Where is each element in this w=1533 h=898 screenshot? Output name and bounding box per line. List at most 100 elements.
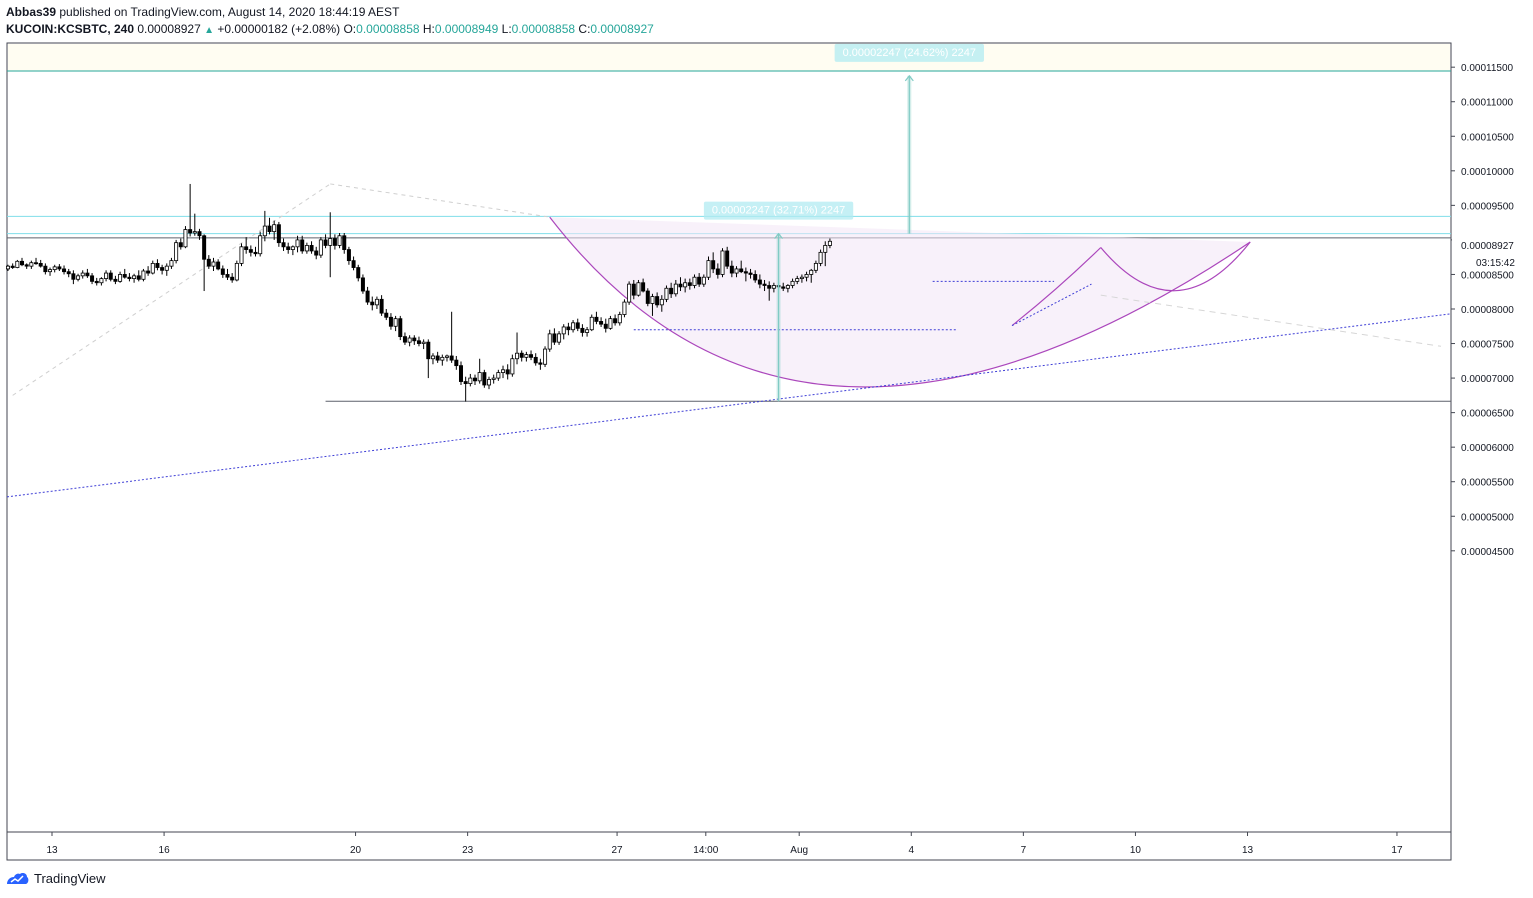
- candle: [262, 210, 267, 242]
- candle-body: [267, 225, 272, 233]
- candle: [164, 263, 169, 276]
- candle: [220, 265, 225, 278]
- candle-body: [603, 323, 608, 329]
- candle: [529, 350, 534, 361]
- candle: [594, 311, 599, 325]
- candle: [398, 315, 403, 341]
- candle-body: [725, 250, 730, 267]
- candle: [458, 361, 463, 385]
- candle: [650, 293, 655, 316]
- candle: [281, 238, 286, 251]
- tradingview-footer[interactable]: TradingView: [6, 871, 106, 886]
- candle: [501, 365, 506, 379]
- candle-body: [566, 326, 571, 331]
- candle: [48, 267, 53, 276]
- candle: [356, 264, 361, 282]
- candle: [585, 326, 590, 337]
- candle-body: [197, 231, 202, 237]
- candle: [697, 273, 702, 287]
- candle-body: [374, 298, 379, 306]
- handle-curve: [1100, 241, 1251, 292]
- y-tick-label: 0.00004500: [1461, 547, 1514, 558]
- candle: [66, 268, 71, 278]
- candle: [239, 243, 244, 267]
- candle-body: [342, 235, 347, 250]
- candle: [823, 241, 828, 267]
- candle-body: [290, 246, 295, 250]
- candle: [804, 271, 809, 282]
- candle-body: [398, 318, 403, 338]
- candle-body: [795, 278, 800, 282]
- symbol-label[interactable]: KUCOIN:KCSBTC, 240: [6, 22, 135, 36]
- candle: [43, 263, 48, 275]
- y-tick-label: 0.00010500: [1461, 132, 1514, 143]
- candle-body: [692, 276, 697, 286]
- candle: [711, 252, 716, 274]
- candle-body: [636, 282, 641, 296]
- candle: [617, 311, 622, 326]
- price-range-measure[interactable]: 0.00002247 (32.71%) 2247: [703, 201, 854, 402]
- candle: [589, 314, 594, 332]
- candle-body: [496, 372, 501, 379]
- candle-body: [118, 274, 123, 282]
- candle-body: [589, 316, 594, 331]
- candle-body: [62, 268, 67, 273]
- candle: [76, 273, 81, 282]
- x-tick-label: 4: [908, 845, 914, 856]
- candle: [360, 274, 365, 294]
- candle-body: [739, 268, 744, 273]
- y-tick-label: 0.00008000: [1461, 305, 1514, 316]
- candle: [328, 212, 333, 278]
- candle-body: [683, 282, 688, 288]
- measure-arrow-head: [774, 232, 784, 240]
- candle-body: [122, 274, 127, 278]
- y-tick-label: 0.00006500: [1461, 409, 1514, 420]
- candle-body: [655, 296, 660, 306]
- candle: [346, 246, 351, 265]
- measure-arrow-head: [904, 74, 914, 82]
- candle: [132, 273, 137, 283]
- bar-countdown: 03:15:42: [1476, 258, 1515, 269]
- candle: [809, 268, 814, 283]
- candle-body: [627, 283, 632, 303]
- candle: [552, 328, 557, 345]
- candle-body: [529, 354, 534, 358]
- candle: [244, 237, 249, 254]
- candle-body: [15, 260, 20, 268]
- candle: [692, 274, 697, 289]
- price-range-measure[interactable]: 0.00002247 (24.62%) 2247: [834, 43, 984, 234]
- candle-body: [487, 379, 492, 386]
- publisher-name[interactable]: Abbas39: [6, 5, 57, 19]
- x-tick-label: 14:00: [693, 845, 718, 856]
- candle-body: [407, 337, 412, 343]
- candle: [10, 263, 15, 269]
- candle-body: [108, 272, 113, 280]
- candle: [683, 278, 688, 293]
- candle-body: [706, 260, 711, 278]
- candle-body: [753, 274, 758, 281]
- candle-body: [332, 238, 337, 246]
- candle-body: [48, 269, 53, 273]
- candle: [669, 282, 674, 298]
- close-value: 0.00008927: [590, 22, 654, 36]
- candle: [743, 267, 748, 282]
- candle: [659, 295, 664, 312]
- x-tick-label: 7: [1021, 845, 1027, 856]
- candle: [827, 238, 832, 249]
- candle-body: [164, 265, 169, 271]
- candle-body: [220, 268, 225, 275]
- y-tick-label: 0.00005000: [1461, 512, 1514, 523]
- candle: [444, 354, 449, 362]
- x-tick-label: 17: [1391, 845, 1403, 856]
- candle: [571, 320, 576, 333]
- candle-body: [463, 381, 468, 385]
- candle-body: [365, 290, 370, 303]
- candle: [216, 259, 221, 271]
- candle-body: [444, 355, 449, 358]
- candle: [729, 260, 734, 278]
- candle-body: [379, 298, 384, 314]
- candle: [206, 255, 211, 269]
- candle-body: [472, 377, 477, 382]
- y-tick-label: 0.00010000: [1461, 167, 1514, 178]
